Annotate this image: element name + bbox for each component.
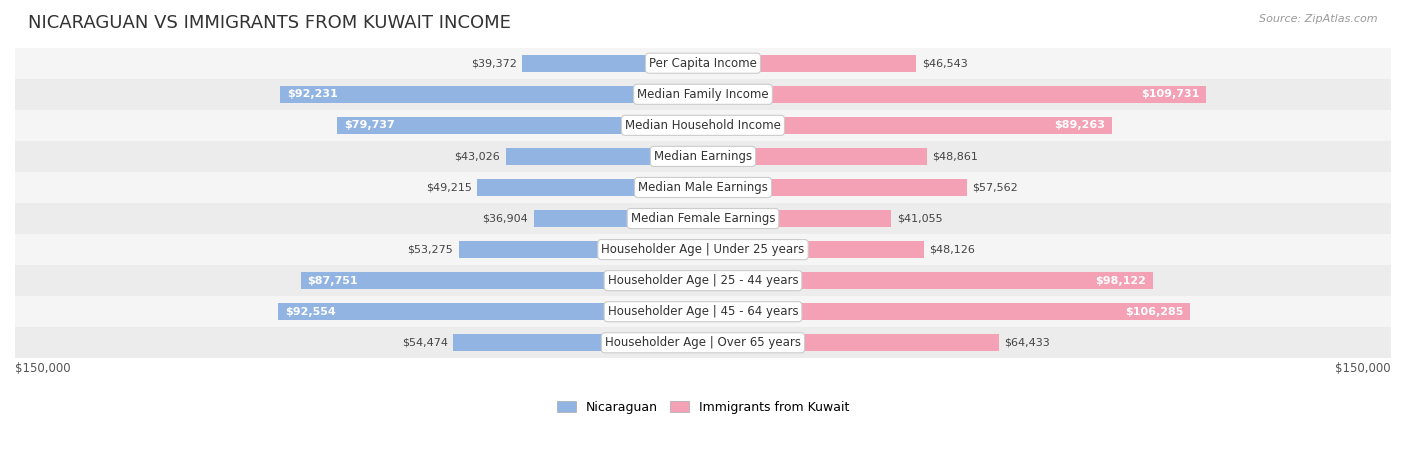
Bar bbox=[15, 265, 1391, 296]
Text: Median Family Income: Median Family Income bbox=[637, 88, 769, 101]
Bar bbox=[15, 172, 1391, 203]
Text: Median Earnings: Median Earnings bbox=[654, 150, 752, 163]
Bar bbox=[703, 148, 927, 165]
Text: $150,000: $150,000 bbox=[15, 362, 70, 375]
Text: $48,126: $48,126 bbox=[929, 245, 976, 255]
Bar bbox=[703, 55, 917, 72]
Bar bbox=[703, 210, 891, 227]
Text: NICARAGUAN VS IMMIGRANTS FROM KUWAIT INCOME: NICARAGUAN VS IMMIGRANTS FROM KUWAIT INC… bbox=[28, 14, 510, 32]
Text: Householder Age | 45 - 64 years: Householder Age | 45 - 64 years bbox=[607, 305, 799, 318]
Text: $89,263: $89,263 bbox=[1054, 120, 1105, 130]
Bar bbox=[15, 327, 1391, 358]
Text: $49,215: $49,215 bbox=[426, 183, 472, 192]
Text: $54,474: $54,474 bbox=[402, 338, 447, 348]
Text: $79,737: $79,737 bbox=[344, 120, 395, 130]
Bar bbox=[703, 303, 1191, 320]
Bar bbox=[703, 272, 1153, 289]
Bar bbox=[477, 179, 703, 196]
Text: $92,231: $92,231 bbox=[287, 89, 337, 99]
Bar bbox=[703, 179, 967, 196]
Bar bbox=[534, 210, 703, 227]
Bar bbox=[703, 86, 1206, 103]
Text: $48,861: $48,861 bbox=[932, 151, 979, 162]
Bar bbox=[506, 148, 703, 165]
Bar bbox=[703, 117, 1112, 134]
Bar bbox=[703, 334, 998, 351]
Bar bbox=[15, 79, 1391, 110]
Text: $43,026: $43,026 bbox=[454, 151, 501, 162]
Text: Householder Age | Over 65 years: Householder Age | Over 65 years bbox=[605, 336, 801, 349]
Text: $57,562: $57,562 bbox=[973, 183, 1018, 192]
Bar bbox=[15, 48, 1391, 79]
Legend: Nicaraguan, Immigrants from Kuwait: Nicaraguan, Immigrants from Kuwait bbox=[557, 401, 849, 414]
Text: Source: ZipAtlas.com: Source: ZipAtlas.com bbox=[1260, 14, 1378, 24]
Text: $106,285: $106,285 bbox=[1125, 307, 1184, 317]
Text: Median Male Earnings: Median Male Earnings bbox=[638, 181, 768, 194]
Bar bbox=[15, 203, 1391, 234]
Text: $98,122: $98,122 bbox=[1095, 276, 1146, 286]
Text: $53,275: $53,275 bbox=[408, 245, 453, 255]
Text: Median Female Earnings: Median Female Earnings bbox=[631, 212, 775, 225]
Bar bbox=[458, 241, 703, 258]
Text: Per Capita Income: Per Capita Income bbox=[650, 57, 756, 70]
Bar bbox=[280, 86, 703, 103]
Bar bbox=[15, 296, 1391, 327]
Text: $92,554: $92,554 bbox=[285, 307, 336, 317]
Text: $87,751: $87,751 bbox=[308, 276, 359, 286]
Bar bbox=[15, 141, 1391, 172]
Text: $39,372: $39,372 bbox=[471, 58, 517, 68]
Bar bbox=[15, 234, 1391, 265]
Text: $109,731: $109,731 bbox=[1142, 89, 1199, 99]
Bar bbox=[453, 334, 703, 351]
Bar bbox=[523, 55, 703, 72]
Text: Householder Age | Under 25 years: Householder Age | Under 25 years bbox=[602, 243, 804, 256]
Text: $41,055: $41,055 bbox=[897, 213, 942, 224]
Text: $36,904: $36,904 bbox=[482, 213, 529, 224]
Text: $46,543: $46,543 bbox=[922, 58, 967, 68]
Text: $150,000: $150,000 bbox=[1336, 362, 1391, 375]
Bar bbox=[301, 272, 703, 289]
Bar bbox=[15, 110, 1391, 141]
Bar bbox=[278, 303, 703, 320]
Text: $64,433: $64,433 bbox=[1004, 338, 1050, 348]
Text: Median Household Income: Median Household Income bbox=[626, 119, 780, 132]
Text: Householder Age | 25 - 44 years: Householder Age | 25 - 44 years bbox=[607, 274, 799, 287]
Bar bbox=[703, 241, 924, 258]
Bar bbox=[337, 117, 703, 134]
